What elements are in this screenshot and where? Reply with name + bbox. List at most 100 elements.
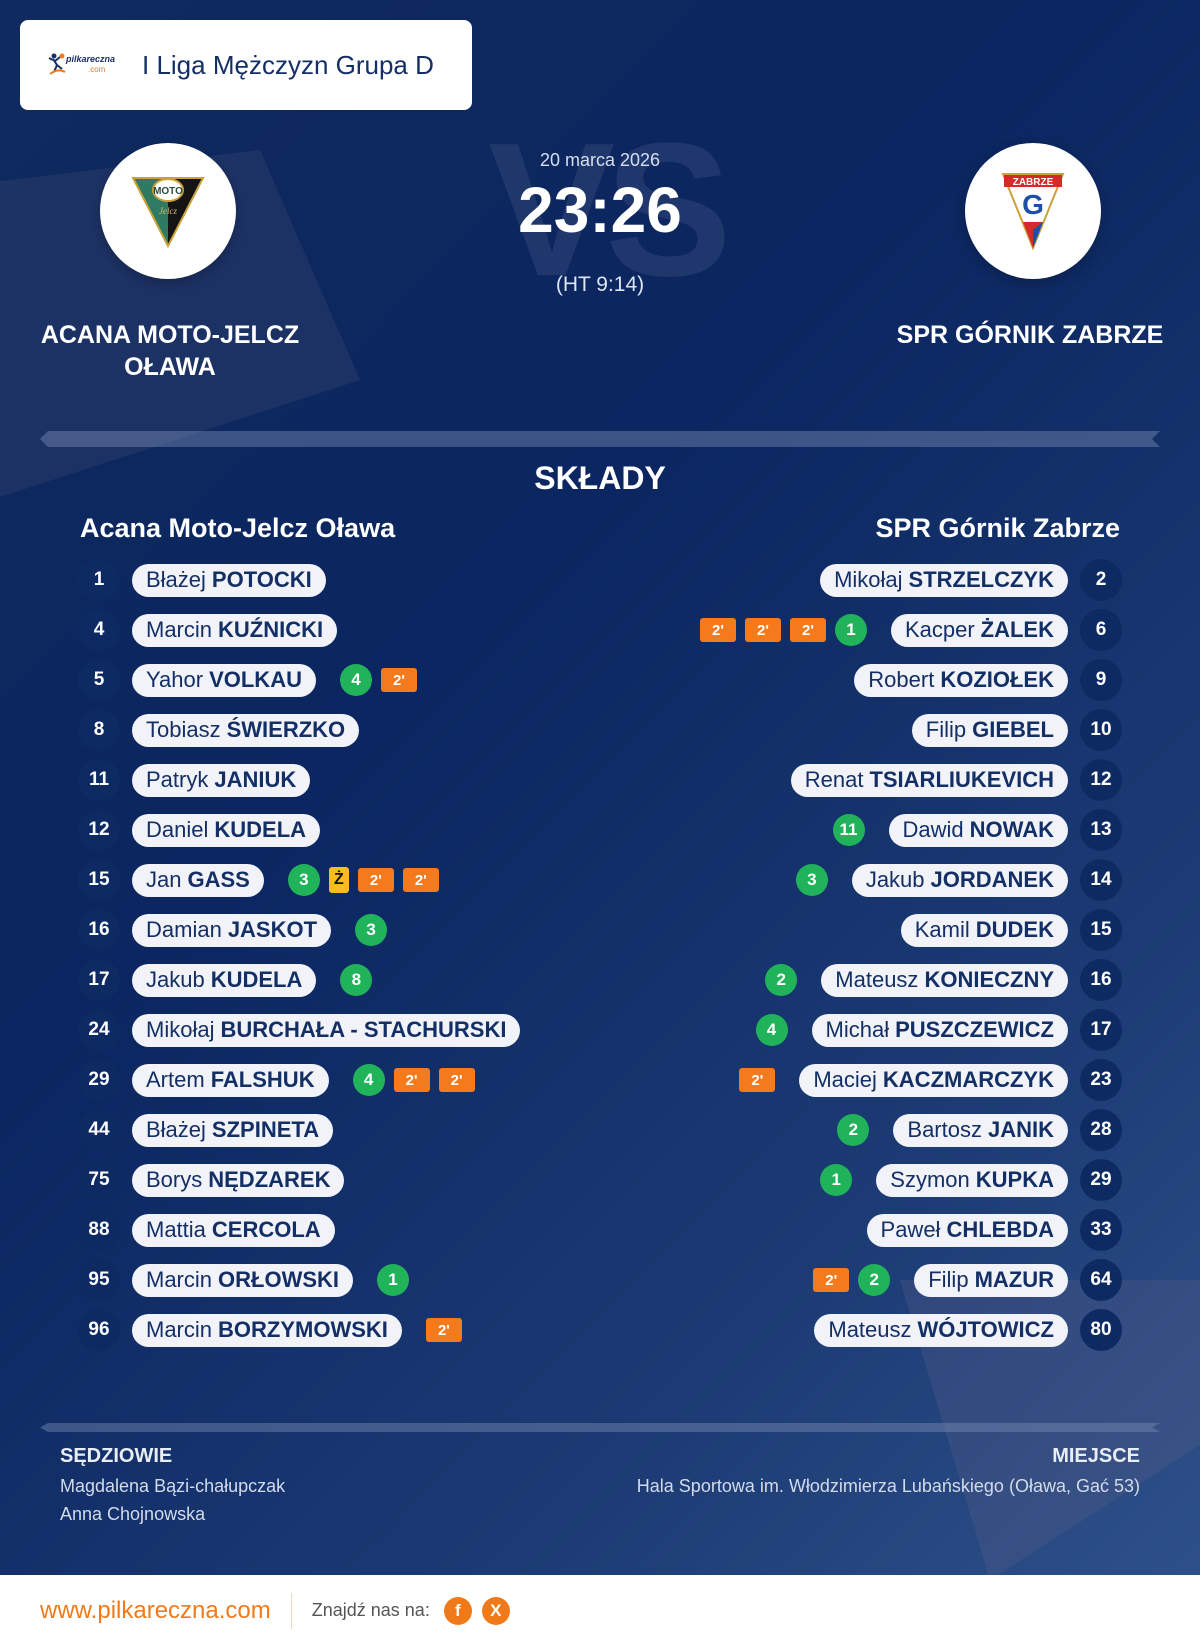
player-name[interactable]: Maciej KACZMARCZYK: [799, 1063, 1068, 1097]
moto-jelcz-crest-icon: MOTO Jelcz: [131, 177, 205, 248]
player-first-name: Mikołaj: [834, 567, 903, 592]
player-row[interactable]: 5 Yahor VOLKAU 4 2': [78, 655, 544, 705]
player-name[interactable]: Błażej SZPINETA: [132, 1113, 334, 1147]
player-row[interactable]: 29 Artem FALSHUK 4 2' 2': [78, 1055, 544, 1105]
player-first-name: Filip: [925, 717, 967, 742]
player-name[interactable]: Kacper ŻALEK: [890, 613, 1068, 647]
jersey-number: 17: [1080, 1009, 1122, 1051]
player-row[interactable]: 13 Dawid NOWAK 11: [700, 805, 1122, 855]
player-row[interactable]: 15 Kamil DUDEK: [700, 905, 1122, 955]
goals-badge: 2: [858, 1264, 891, 1296]
player-name[interactable]: Błażej POTOCKI: [132, 563, 326, 597]
player-row[interactable]: 16 Damian JASKOT 3: [78, 905, 544, 955]
player-name[interactable]: Daniel KUDELA: [132, 813, 321, 847]
player-last-name: SZPINETA: [211, 1117, 320, 1142]
brand-name: pilkareczna: [66, 54, 116, 64]
player-row[interactable]: 96 Marcin BORZYMOWSKI 2': [78, 1305, 544, 1355]
player-row[interactable]: 44 Błażej SZPINETA: [78, 1105, 544, 1155]
player-first-name: Marcin: [146, 1267, 213, 1292]
player-name[interactable]: Paweł CHLEBDA: [866, 1213, 1068, 1247]
pilkareczna-logo[interactable]: pilkareczna .com: [48, 50, 120, 80]
player-row[interactable]: 80 Mateusz WÓJTOWICZ: [700, 1305, 1122, 1355]
player-row[interactable]: 23 Maciej KACZMARCZYK 2': [700, 1055, 1122, 1105]
referee-name: Anna Chojnowska: [60, 1504, 206, 1524]
player-stats: 3: [355, 914, 388, 946]
player-row[interactable]: 12 Renat TSIARLIUKEVICH: [700, 755, 1122, 805]
player-name[interactable]: Szymon KUPKA: [876, 1163, 1068, 1197]
player-last-name: CHLEBDA: [946, 1217, 1054, 1242]
player-name[interactable]: Bartosz JANIK: [893, 1113, 1068, 1147]
player-name[interactable]: Artem FALSHUK: [132, 1063, 329, 1097]
player-name[interactable]: Filip GIEBEL: [911, 713, 1068, 747]
player-stats: 3 Ż 2' 2': [287, 864, 439, 896]
facebook-icon[interactable]: f: [443, 1596, 472, 1625]
player-last-name: WÓJTOWICZ: [917, 1317, 1054, 1342]
player-name[interactable]: Borys NĘDZAREK: [132, 1163, 345, 1197]
player-row[interactable]: 11 Patryk JANIUK: [78, 755, 544, 805]
player-row[interactable]: 24 Mikołaj BURCHAŁA - STACHURSKI: [78, 1005, 544, 1055]
player-name[interactable]: Marcin BORZYMOWSKI: [132, 1313, 402, 1347]
player-row[interactable]: 14 Jakub JORDANEK 3: [700, 855, 1122, 905]
player-name[interactable]: Mikołaj STRZELCZYK: [820, 563, 1068, 597]
player-row[interactable]: 95 Marcin ORŁOWSKI 1: [78, 1255, 544, 1305]
player-row[interactable]: 64 Filip MAZUR 2 2': [700, 1255, 1122, 1305]
player-name[interactable]: Patryk JANIUK: [132, 763, 311, 797]
jersey-number: 80: [1080, 1309, 1122, 1351]
player-name[interactable]: Kamil DUDEK: [900, 913, 1068, 947]
player-row[interactable]: 12 Daniel KUDELA: [78, 805, 544, 855]
two-minute-suspension-badge: 2': [438, 1068, 475, 1092]
player-name[interactable]: Michał PUSZCZEWICZ: [811, 1013, 1068, 1047]
player-row[interactable]: 2 Mikołaj STRZELCZYK: [700, 555, 1122, 605]
player-row[interactable]: 8 Tobiasz ŚWIERZKO: [78, 705, 544, 755]
player-name[interactable]: Tobiasz ŚWIERZKO: [132, 713, 360, 747]
player-name[interactable]: Mateusz WÓJTOWICZ: [814, 1313, 1068, 1347]
player-row[interactable]: 16 Mateusz KONIECZNY 2: [700, 955, 1122, 1005]
lineups-heading: SKŁADY: [534, 460, 666, 496]
jersey-number: 15: [78, 859, 120, 901]
goals-badge: 3: [795, 864, 828, 896]
section-divider: [40, 1423, 1160, 1432]
player-row[interactable]: 17 Michał PUSZCZEWICZ 4: [700, 1005, 1122, 1055]
player-name[interactable]: Filip MAZUR: [914, 1263, 1068, 1297]
player-first-name: Tobiasz: [146, 717, 221, 742]
svg-text:G: G: [1022, 189, 1044, 220]
player-name[interactable]: Jan GASS: [132, 863, 264, 897]
player-row[interactable]: 17 Jakub KUDELA 8: [78, 955, 544, 1005]
player-name[interactable]: Mateusz KONIECZNY: [821, 963, 1068, 997]
website-link[interactable]: www.pilkareczna.com: [40, 1596, 271, 1624]
player-first-name: Marcin: [146, 617, 213, 642]
goals-badge: 8: [340, 964, 373, 996]
player-first-name: Filip: [928, 1267, 969, 1292]
player-stats: 3: [795, 864, 828, 896]
jersey-number: 8: [78, 709, 120, 751]
x-icon[interactable]: X: [481, 1596, 510, 1625]
player-row[interactable]: 6 Kacper ŻALEK 1 2' 2' 2': [699, 605, 1122, 655]
player-name[interactable]: Marcin KUŹNICKI: [132, 613, 338, 647]
player-stats: 2: [837, 1114, 870, 1146]
player-name[interactable]: Renat TSIARLIUKEVICH: [790, 763, 1068, 797]
player-row[interactable]: 9 Robert KOZIOŁEK: [700, 655, 1122, 705]
player-name[interactable]: Dawid NOWAK: [888, 813, 1068, 847]
player-last-name: JORDANEK: [930, 867, 1054, 892]
player-name[interactable]: Yahor VOLKAU: [132, 663, 316, 697]
player-last-name: VOLKAU: [209, 667, 302, 692]
player-row[interactable]: 75 Borys NĘDZAREK: [78, 1155, 544, 1205]
player-row[interactable]: 88 Mattia CERCOLA: [78, 1205, 544, 1255]
player-name[interactable]: Jakub JORDANEK: [851, 863, 1068, 897]
svg-text:ZABRZE: ZABRZE: [1013, 177, 1054, 188]
player-row[interactable]: 4 Marcin KUŹNICKI: [78, 605, 544, 655]
player-name[interactable]: Marcin ORŁOWSKI: [132, 1263, 354, 1297]
player-row[interactable]: 33 Paweł CHLEBDA: [700, 1205, 1122, 1255]
player-name[interactable]: Robert KOZIOŁEK: [854, 663, 1068, 697]
player-row[interactable]: 1 Błażej POTOCKI: [78, 555, 544, 605]
player-first-name: Błażej: [146, 1117, 206, 1142]
player-name[interactable]: Mikołaj BURCHAŁA - STACHURSKI: [132, 1013, 521, 1047]
player-row[interactable]: 10 Filip GIEBEL: [700, 705, 1122, 755]
player-row[interactable]: 15 Jan GASS 3 Ż 2' 2': [78, 855, 544, 905]
player-row[interactable]: 28 Bartosz JANIK 2: [700, 1105, 1122, 1155]
player-row[interactable]: 29 Szymon KUPKA 1: [700, 1155, 1122, 1205]
player-first-name: Artem: [146, 1067, 205, 1092]
player-name[interactable]: Mattia CERCOLA: [132, 1213, 335, 1247]
player-name[interactable]: Damian JASKOT: [132, 913, 332, 947]
player-name[interactable]: Jakub KUDELA: [132, 963, 317, 997]
